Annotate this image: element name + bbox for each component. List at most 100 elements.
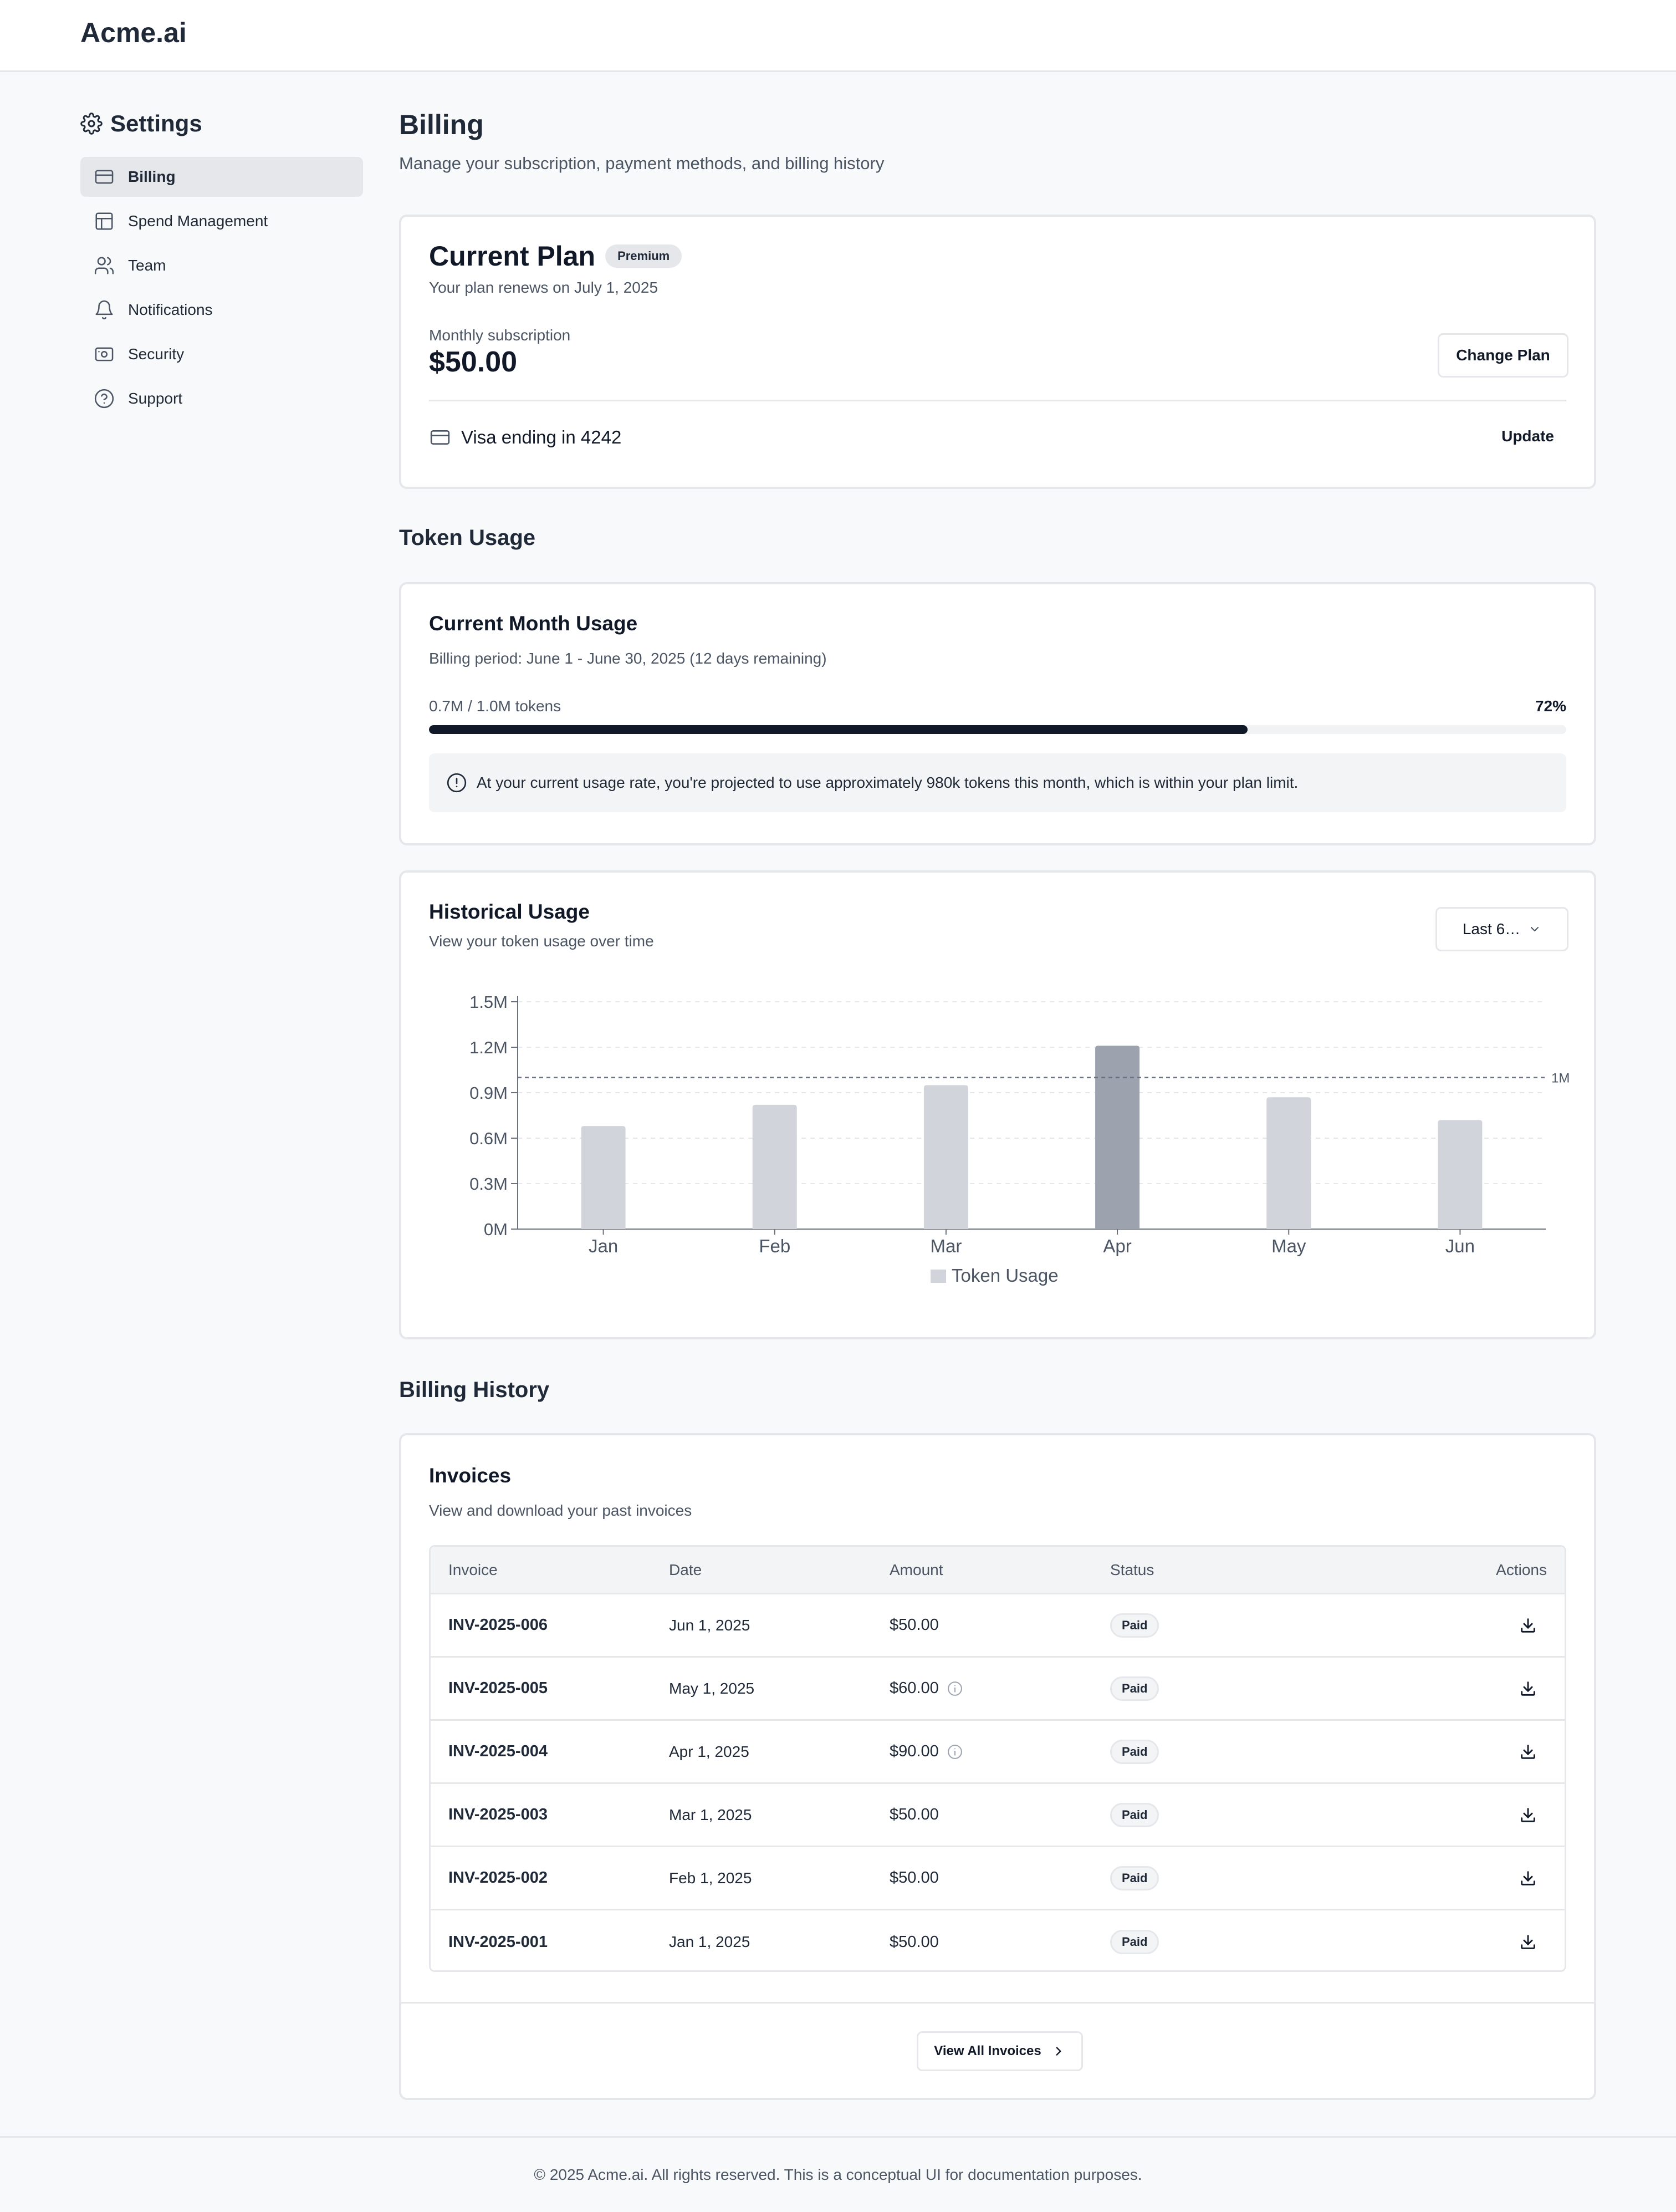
- download-icon: [1521, 1870, 1535, 1885]
- table-row: INV-2025-006 Jun 1, 2025 $50.00 Paid: [431, 1594, 1565, 1658]
- invoice-amount: $60.00: [890, 1679, 939, 1697]
- bar-may: [1266, 1097, 1311, 1229]
- historical-subtitle: View your token usage over time: [429, 932, 654, 950]
- view-all-label: View All Invoices: [934, 2043, 1041, 2058]
- download-icon: [1521, 1807, 1535, 1822]
- invoice-date: Jan 1, 2025: [669, 1933, 750, 1950]
- table-row: INV-2025-003 Mar 1, 2025 $50.00 Paid: [431, 1784, 1565, 1847]
- download-invoice-button[interactable]: [1511, 1672, 1545, 1705]
- download-icon: [1521, 1744, 1535, 1759]
- token-usage-chart: 0M 0.3M 0.6M 0.9M 1.2M 1.5M Jan Feb Mar Apr May Jun…: [469, 992, 1570, 1286]
- credit-card-icon: [95, 170, 114, 184]
- invoice-date: Mar 1, 2025: [669, 1806, 752, 1823]
- y-tick-label: 0M: [484, 1220, 508, 1239]
- download-icon: [1521, 1618, 1535, 1633]
- column-header-date: Date: [669, 1561, 702, 1578]
- sidebar-item-label: Notifications: [128, 301, 213, 318]
- sidebar-title: Settings: [110, 110, 202, 136]
- gear-icon: [80, 113, 103, 135]
- sidebar-item-label: Support: [128, 390, 183, 407]
- current-plan-card: Current Plan Premium Your plan renews on…: [399, 215, 1596, 489]
- bar-jan: [581, 1126, 626, 1229]
- invoices-title: Invoices: [429, 1464, 512, 1487]
- invoices-card: Invoices View and download your past inv…: [399, 1433, 1596, 2100]
- shield-icon: [95, 347, 114, 361]
- invoice-date: Feb 1, 2025: [669, 1869, 752, 1887]
- billing-history-heading: Billing History: [399, 1378, 550, 1402]
- info-icon[interactable]: [947, 1680, 963, 1697]
- usage-alert-text: At your current usage rate, you're proje…: [477, 774, 1299, 791]
- x-tick-label: Feb: [759, 1236, 790, 1256]
- legend-swatch: [931, 1270, 946, 1283]
- invoice-date: Apr 1, 2025: [669, 1742, 749, 1760]
- invoice-date: Jun 1, 2025: [669, 1616, 750, 1634]
- bar-jun: [1438, 1120, 1483, 1229]
- credit-card-icon: [430, 430, 450, 445]
- page-subtitle: Manage your subscription, payment method…: [399, 154, 885, 173]
- invoice-amount: $50.00: [890, 1869, 939, 1887]
- view-all-invoices-button[interactable]: View All Invoices: [917, 2031, 1083, 2071]
- footer-text: © 2025 Acme.ai. All rights reserved. Thi…: [534, 2166, 1142, 2183]
- invoice-amount: $50.00: [890, 1806, 939, 1823]
- table-row: INV-2025-005 May 1, 2025 $60.00 Paid: [431, 1658, 1565, 1721]
- invoice-id[interactable]: INV-2025-006: [448, 1616, 548, 1634]
- invoice-id[interactable]: INV-2025-002: [448, 1869, 548, 1887]
- update-payment-button[interactable]: Update: [1501, 427, 1554, 445]
- bar-mar: [923, 1085, 968, 1229]
- bell-icon: [95, 300, 113, 320]
- invoice-id[interactable]: INV-2025-001: [448, 1933, 548, 1951]
- payment-method: Visa ending in 4242: [429, 426, 621, 448]
- invoice-id[interactable]: INV-2025-003: [448, 1806, 548, 1823]
- sidebar-item-spend-management[interactable]: Spend Management: [80, 201, 363, 241]
- status-badge: Paid: [1110, 1930, 1159, 1954]
- column-header-actions: Actions: [1496, 1561, 1547, 1578]
- bar-apr: [1095, 1046, 1140, 1229]
- chevron-down-icon: [1531, 927, 1539, 931]
- time-range-select[interactable]: Last 6…: [1435, 907, 1568, 951]
- historical-title: Historical Usage: [429, 900, 590, 923]
- x-tick-label: Mar: [930, 1236, 962, 1256]
- info-icon[interactable]: [947, 1744, 963, 1760]
- users-icon: [94, 257, 114, 274]
- invoice-id[interactable]: INV-2025-004: [448, 1742, 548, 1760]
- change-plan-button[interactable]: Change Plan: [1438, 333, 1568, 378]
- sidebar-item-notifications[interactable]: Notifications: [80, 290, 363, 330]
- sidebar-item-security[interactable]: Security: [80, 334, 363, 374]
- help-circle-icon: [94, 389, 114, 409]
- download-icon: [1521, 1935, 1535, 1949]
- sidebar-item-label: Billing: [128, 168, 176, 185]
- x-tick-label: May: [1271, 1236, 1306, 1256]
- historical-usage-card: Historical Usage View your token usage o…: [399, 870, 1596, 1339]
- download-invoice-button[interactable]: [1511, 1735, 1545, 1768]
- tokens-used-label: 0.7M / 1.0M tokens: [429, 697, 561, 715]
- invoice-amount-cell: $50.00: [890, 1933, 939, 1951]
- y-tick-label: 0.6M: [469, 1129, 508, 1148]
- y-tick-label: 0.9M: [469, 1083, 508, 1103]
- legend-label: Token Usage: [952, 1265, 1059, 1286]
- sidebar-item-label: Spend Management: [128, 212, 268, 230]
- sidebar-item-billing[interactable]: Billing: [80, 157, 363, 197]
- sidebar: Settings Billing Spend Management Team N…: [80, 108, 363, 423]
- status-badge: Paid: [1110, 1676, 1159, 1701]
- download-icon: [1521, 1681, 1535, 1696]
- download-invoice-button[interactable]: [1511, 1925, 1545, 1959]
- download-invoice-button[interactable]: [1511, 1798, 1545, 1832]
- layout-icon: [95, 212, 113, 230]
- brand-logo[interactable]: Acme.ai: [80, 17, 187, 48]
- invoice-amount: $90.00: [890, 1742, 939, 1760]
- invoice-id[interactable]: INV-2025-005: [448, 1679, 548, 1697]
- reference-line-label: 1M: [1551, 1071, 1570, 1086]
- bar-feb: [752, 1104, 797, 1229]
- invoice-amount: $50.00: [890, 1616, 939, 1634]
- usage-progress-fill: [429, 725, 1248, 734]
- subscription-label: Monthly subscription: [429, 327, 571, 344]
- sidebar-item-label: Security: [128, 345, 185, 363]
- invoices-subtitle: View and download your past invoices: [429, 1502, 692, 1519]
- download-invoice-button[interactable]: [1511, 1609, 1545, 1642]
- x-tick-label: Jan: [589, 1236, 618, 1256]
- sidebar-item-team[interactable]: Team: [80, 246, 363, 286]
- download-invoice-button[interactable]: [1511, 1862, 1545, 1895]
- invoice-amount: $50.00: [890, 1933, 939, 1951]
- invoice-amount-cell: $50.00: [890, 1616, 939, 1634]
- sidebar-item-support[interactable]: Support: [80, 379, 363, 419]
